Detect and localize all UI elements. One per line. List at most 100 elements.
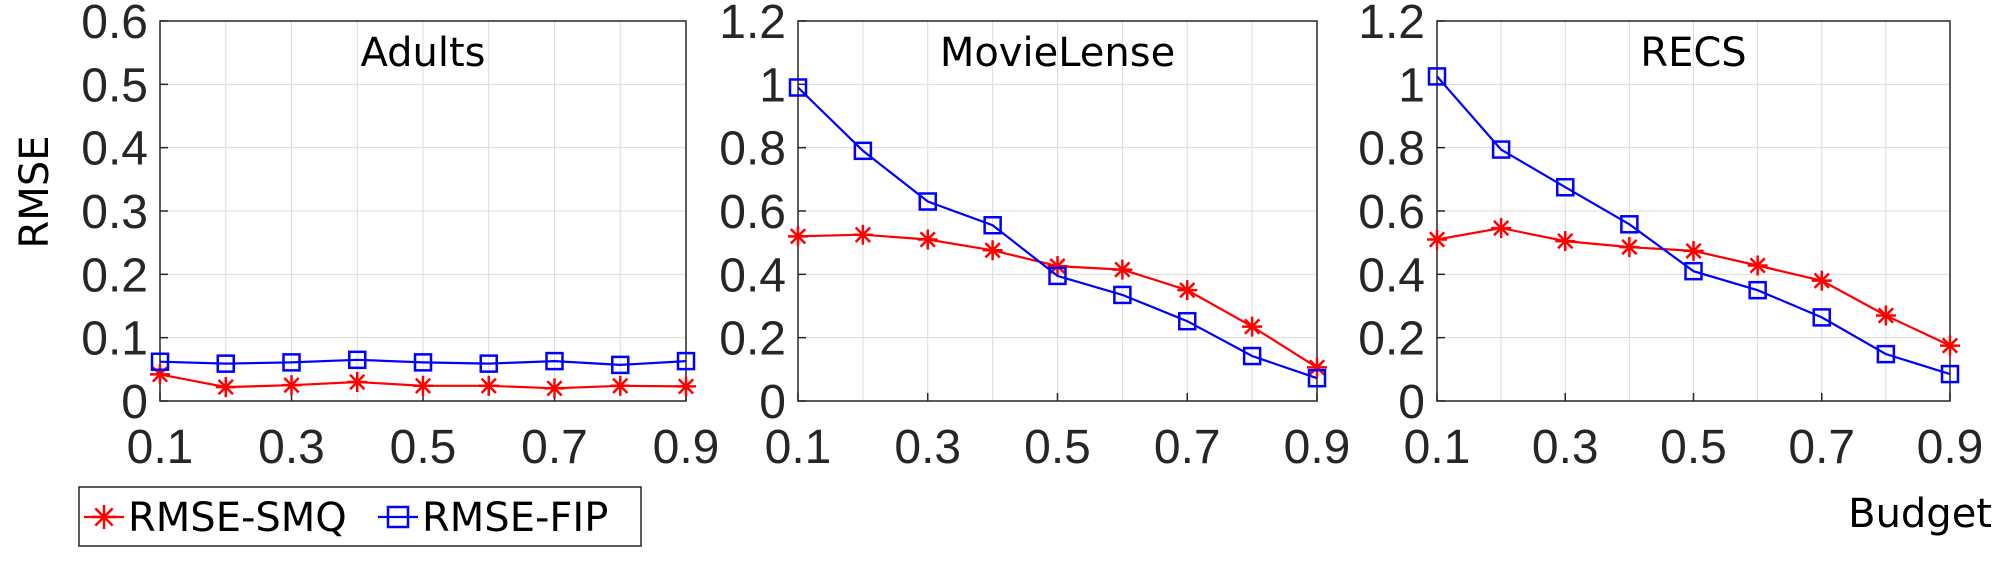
y-tick-label: 0.2: [1358, 313, 1425, 366]
axes-box: [159, 20, 687, 402]
legend-entry-smq: RMSE-SMQ: [84, 495, 347, 541]
y-tick-label: 0.4: [81, 123, 148, 176]
data-point: [150, 352, 170, 371]
data-point: [1619, 237, 1640, 258]
data-point: [1491, 140, 1511, 159]
y-tick-label: 0.8: [719, 123, 786, 176]
legend-box: [78, 486, 642, 547]
x-tick-label: 0.1: [765, 421, 832, 474]
data-point: [853, 141, 873, 161]
legend-entry-fip: RMSE-FIP: [378, 495, 608, 541]
series-line: [159, 358, 687, 367]
data-point: [611, 355, 630, 375]
data-point: [1242, 346, 1262, 366]
series-line: [797, 86, 1318, 380]
data-point: [1812, 308, 1831, 327]
series-rmse-fip: [1427, 67, 1960, 384]
data-point: [1683, 240, 1704, 261]
data-point: [1307, 368, 1327, 388]
axes-box: [1436, 20, 1951, 402]
data-point: [215, 377, 236, 398]
x-tick-label: 0.3: [1532, 421, 1599, 474]
data-point: [479, 354, 498, 373]
y-tick-label: 0: [759, 376, 786, 429]
data-point: [413, 375, 433, 396]
x-axis-label: Budget: [1848, 491, 1992, 537]
x-tick-label: 0.3: [894, 421, 961, 474]
data-point: [788, 78, 808, 97]
data-point: [1875, 305, 1896, 326]
series-rmse-fip: [150, 350, 696, 375]
data-point: [1113, 285, 1132, 305]
x-tick-label: 0.1: [1404, 421, 1471, 474]
legend-asterisk-marker-icon: [84, 505, 124, 529]
data-point: [1491, 218, 1512, 239]
data-point: [1048, 266, 1067, 286]
panel-recs: 0 0.2 0.4 0.6 0.8 1 1.2 0.1 0.3 0.5 0.7 0.9 RECS: [1358, 0, 1983, 474]
y-tick-label: 0.3: [81, 186, 148, 239]
data-point: [1940, 335, 1960, 356]
y-tick-label: 1: [1398, 59, 1425, 112]
legend-marker: [386, 505, 410, 529]
data-point: [347, 372, 368, 392]
data-point: [1747, 255, 1768, 276]
data-point: [544, 378, 565, 399]
x-tick-label: 0.5: [1660, 421, 1727, 474]
data-point: [1178, 311, 1197, 331]
data-point: [545, 351, 564, 371]
x-tick-label: 0.3: [258, 421, 325, 474]
y-tick-label: 0.2: [81, 249, 148, 302]
data-point: [788, 226, 808, 247]
y-tick-label: 0.6: [719, 186, 786, 239]
data-point: [983, 216, 1002, 235]
data-point: [610, 375, 631, 396]
legend-label-smq: RMSE-SMQ: [128, 495, 347, 541]
y-tick-label: 0.1: [81, 313, 148, 366]
series-rmse-smq: [150, 364, 696, 399]
legend: RMSE-SMQ RMSE-FIP: [78, 486, 642, 547]
data-point: [1307, 357, 1327, 378]
y-tick-label: 1.2: [1358, 0, 1425, 49]
panel-title: MovieLense: [940, 30, 1175, 76]
data-point: [1620, 215, 1639, 234]
y-tick-label: 0.4: [1358, 249, 1425, 302]
y-tick-label: 1.2: [719, 0, 786, 49]
data-point: [478, 375, 499, 396]
data-point: [413, 353, 433, 372]
x-tick-label: 0.7: [521, 421, 588, 474]
x-tick-label: 0.9: [1917, 421, 1984, 474]
y-tick-label: 0.8: [1358, 123, 1425, 176]
data-point: [1811, 270, 1832, 291]
data-point: [917, 229, 938, 250]
data-point: [281, 375, 302, 396]
series-line: [1436, 75, 1951, 376]
panel-title: RECS: [1640, 30, 1746, 76]
y-tick-label: 1: [759, 59, 786, 112]
data-point: [1556, 178, 1575, 197]
y-tick-label: 0: [1398, 376, 1425, 429]
data-point: [1242, 316, 1263, 337]
data-point: [1555, 231, 1576, 252]
panel-movielense: 0 0.2 0.4 0.6 0.8 1 1.2 0.1 0.3 0.5 0.7 0.9 MovieLen…: [719, 0, 1350, 474]
data-point: [676, 376, 696, 397]
y-tick-label: 0.6: [1358, 186, 1425, 239]
y-tick-label: 0.6: [81, 0, 148, 49]
x-tick-label: 0.7: [1154, 421, 1221, 474]
data-point: [1427, 229, 1447, 250]
legend-label-fip: RMSE-FIP: [422, 495, 608, 541]
data-point: [1427, 67, 1447, 86]
x-tick-label: 0.5: [1024, 421, 1091, 474]
y-tick-label: 0.2: [719, 313, 786, 366]
y-tick-label: 0: [121, 376, 148, 429]
series-rmse-smq: [1427, 218, 1960, 356]
series-rmse-fip: [788, 78, 1327, 388]
x-tick-label: 0.9: [1284, 421, 1351, 474]
data-point: [348, 350, 367, 370]
data-point: [1940, 364, 1960, 384]
x-tick-label: 0.5: [390, 421, 457, 474]
y-axis-label: RMSE: [12, 136, 58, 249]
data-point: [1876, 344, 1896, 364]
data-point: [918, 192, 937, 211]
